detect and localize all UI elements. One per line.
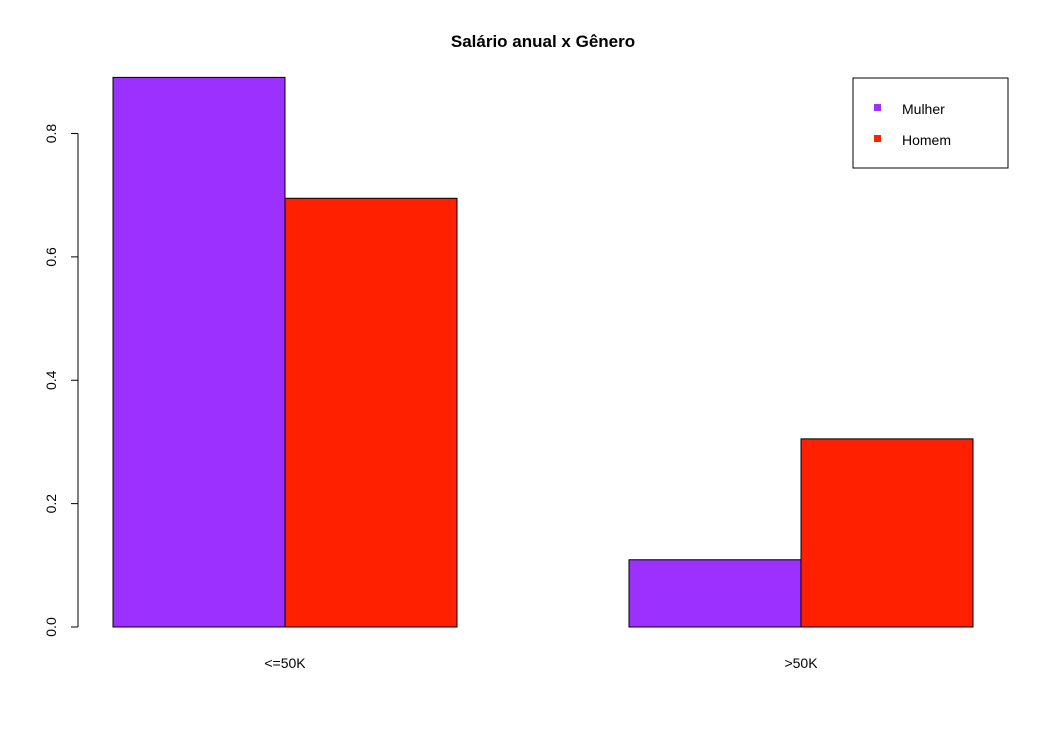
bar-homem-1 xyxy=(800,438,974,628)
legend-swatch-homem xyxy=(874,135,881,142)
bars-group xyxy=(112,76,974,628)
y-tick-label: 0.2 xyxy=(43,494,59,514)
legend-swatch-mulher xyxy=(874,104,881,111)
y-tick-label: 0.4 xyxy=(43,370,59,390)
legend-label-mulher: Mulher xyxy=(902,101,945,117)
y-tick-label: 0.8 xyxy=(43,124,59,144)
legend-label-homem: Homem xyxy=(902,132,951,148)
x-category-label: <=50K xyxy=(264,655,306,671)
legend-box xyxy=(852,77,1009,169)
chart-title: Salário anual x Gênero xyxy=(451,32,635,51)
y-tick-label: 0.6 xyxy=(43,247,59,267)
legend: Mulher Homem xyxy=(852,77,1009,169)
bar-mulher-1 xyxy=(628,559,802,628)
x-category-label: >50K xyxy=(784,655,818,671)
bar-homem-0 xyxy=(284,197,458,628)
y-axis: 0.0 0.2 0.4 0.6 0.8 xyxy=(43,124,79,637)
y-tick-label: 0.0 xyxy=(43,617,59,637)
x-axis: <=50K >50K xyxy=(264,655,818,671)
bar-mulher-0 xyxy=(112,76,286,628)
